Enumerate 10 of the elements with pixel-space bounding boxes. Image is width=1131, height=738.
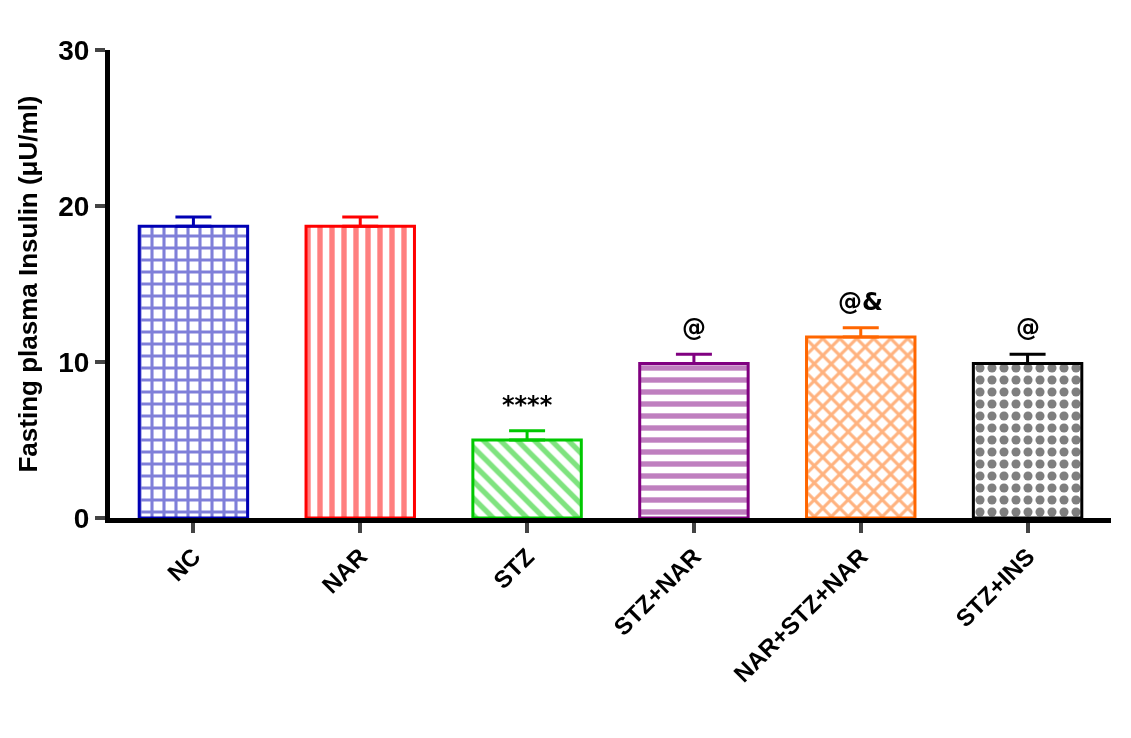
y-tick-label: 0 [73,502,90,534]
y-tick-label: 20 [58,190,90,222]
annotation: **** [502,391,553,419]
y-tick-label: 10 [58,346,90,378]
annotation: @ [1016,314,1040,342]
annotation: @& [838,288,883,316]
y-tick-label: 30 [58,34,90,66]
y-axis-title: Fasting plasma Insulin (μU/ml) [12,95,43,473]
annotation: @ [682,314,706,342]
x-tick-label: NC [161,542,206,587]
